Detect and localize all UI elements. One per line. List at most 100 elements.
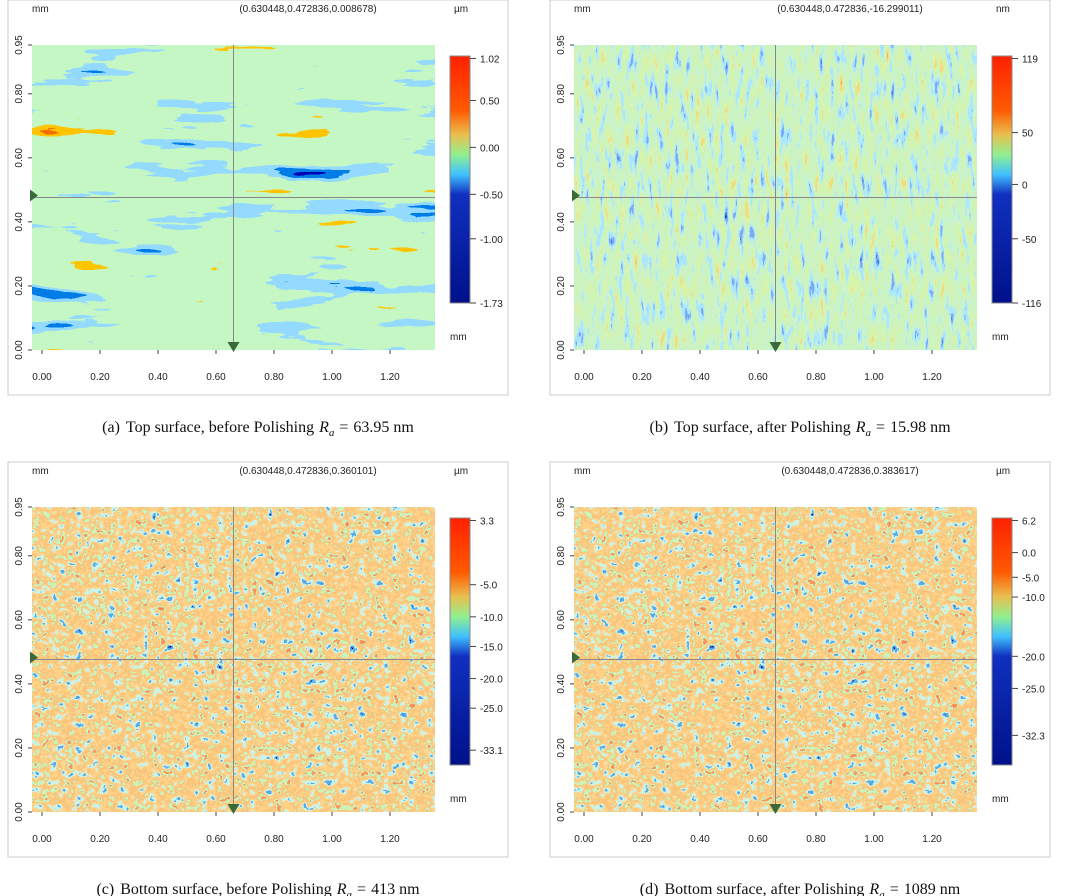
colorbar-tick-label: -20.0	[1022, 652, 1045, 663]
x-unit: mm	[32, 4, 49, 15]
x-tick-label: 0.20	[90, 834, 110, 845]
colorbar-tick-label: 0.0	[1022, 549, 1036, 560]
y-tick-label: 0.40	[556, 674, 567, 694]
colorbar-tick-label: -10.0	[1022, 593, 1045, 604]
colorbar-tick-label: -33.1	[480, 746, 503, 757]
x-unit: mm	[574, 466, 591, 477]
colorbar-tick-label: 0.50	[480, 96, 500, 107]
caption-label: (c)	[96, 881, 114, 896]
x-tick-label: 0.40	[690, 834, 710, 845]
caption-relation: =	[876, 419, 885, 436]
marker	[572, 189, 580, 202]
x-tick-label: 0.00	[32, 372, 52, 383]
readout: (0.630448,0.472836,0.383617)	[781, 466, 918, 477]
colorbar-tick-label: -32.3	[1022, 731, 1045, 742]
x-tick-label: 0.40	[690, 372, 710, 383]
x-tick-label: 0.20	[632, 834, 652, 845]
marker	[30, 651, 38, 664]
caption-text: Bottom surface, after Polishing	[664, 881, 864, 896]
colorbar-tick-label: -20.0	[480, 675, 503, 686]
colorbar-tick-label: -25.0	[1022, 684, 1045, 695]
y-tick-label: 0.80	[556, 546, 567, 566]
caption: (d) Bottom surface, after Polishing Ra = 108…	[640, 881, 961, 896]
y-tick-label: 0.20	[556, 738, 567, 758]
y-tick-label: 0.60	[556, 148, 567, 168]
x-tick-label: 1.00	[864, 372, 884, 383]
panel-frame	[7, 461, 509, 858]
x-tick-label: 0.00	[574, 834, 594, 845]
colorbar-tick-label: -15.0	[480, 642, 503, 653]
caption-symbol: R	[855, 419, 866, 436]
y-tick-label: 0.80	[556, 84, 567, 104]
x-tick-label: 1.00	[322, 834, 342, 845]
caption-subscript: a	[879, 889, 885, 896]
x-tick-label: 0.60	[206, 834, 226, 845]
marker	[769, 342, 782, 352]
colorbar-tick-label: 0	[1022, 180, 1028, 191]
z-unit: nm	[996, 4, 1010, 15]
panel-frame	[7, 0, 509, 396]
y-unit: mm	[450, 794, 467, 805]
x-tick-label: 0.60	[748, 834, 768, 845]
x-tick-label: 0.80	[264, 834, 284, 845]
caption: (b) Top surface, after Polishing Ra = 15.98 …	[649, 419, 951, 439]
caption-value: 1089 nm	[904, 881, 961, 896]
y-tick-label: 0.95	[556, 497, 567, 517]
panel-frame	[549, 0, 1051, 396]
caption-value: 15.98 nm	[890, 419, 951, 436]
caption-label: (a)	[102, 419, 120, 436]
caption-value: 413 nm	[371, 881, 420, 896]
caption-symbol: R	[868, 881, 879, 896]
colorbar	[991, 55, 1013, 304]
y-unit: mm	[992, 794, 1009, 805]
marker	[572, 651, 580, 664]
x-tick-label: 0.80	[806, 372, 826, 383]
x-unit: mm	[32, 466, 49, 477]
panel: mm (0.630448,0.472836,0.008678) µm 0.95 0.80…	[7, 0, 509, 439]
y-tick-label: 0.95	[14, 497, 25, 517]
readout: (0.630448,0.472836,0.360101)	[239, 466, 376, 477]
y-tick-label: 0.80	[14, 84, 25, 104]
readout: (0.630448,0.472836,-16.299011)	[777, 4, 923, 15]
panel-frame	[549, 461, 1051, 858]
panel: mm (0.630448,0.472836,-16.299011) nm 0.95 0.…	[549, 0, 1051, 439]
caption-subscript: a	[866, 427, 872, 439]
colorbar-tick-label: -0.50	[480, 190, 503, 201]
x-tick-label: 1.00	[322, 372, 342, 383]
x-tick-label: 0.20	[90, 372, 110, 383]
caption-text: Bottom surface, before Polishing	[120, 881, 332, 896]
y-tick-label: 0.00	[556, 802, 567, 822]
x-tick-label: 0.60	[206, 372, 226, 383]
readout: (0.630448,0.472836,0.008678)	[239, 4, 376, 15]
x-tick-label: 0.00	[32, 834, 52, 845]
x-tick-label: 1.20	[380, 372, 400, 383]
y-tick-label: 0.40	[14, 674, 25, 694]
x-tick-label: 0.80	[806, 834, 826, 845]
caption-text: Top surface, before Polishing	[126, 419, 314, 436]
caption-symbol: R	[318, 419, 329, 436]
y-unit: mm	[992, 332, 1009, 343]
colorbar-tick-label: -1.73	[480, 299, 503, 310]
colorbar-tick-label: -5.0	[1022, 573, 1040, 584]
colorbar-tick-label: -50	[1022, 235, 1037, 246]
y-unit: mm	[450, 332, 467, 343]
z-unit: µm	[996, 466, 1010, 477]
x-tick-label: 0.80	[264, 372, 284, 383]
caption-label: (d)	[640, 881, 659, 896]
colorbar-tick-label: -10.0	[480, 613, 503, 624]
caption-subscript: a	[347, 889, 353, 896]
x-tick-label: 1.00	[864, 834, 884, 845]
colorbar-tick-label: -25.0	[480, 704, 503, 715]
panel: mm (0.630448,0.472836,0.360101) µm 0.95 0.80…	[7, 461, 509, 896]
z-unit: µm	[454, 466, 468, 477]
colorbar	[991, 517, 1013, 766]
x-tick-label: 1.20	[380, 834, 400, 845]
marker	[227, 804, 240, 814]
colorbar-tick-label: 0.00	[480, 143, 500, 154]
colorbar-tick-label: 1.02	[480, 54, 500, 65]
y-tick-label: 0.20	[14, 276, 25, 296]
panel: mm (0.630448,0.472836,0.383617) µm 0.95 0.80…	[549, 461, 1051, 896]
caption-value: 63.95 nm	[353, 419, 414, 436]
